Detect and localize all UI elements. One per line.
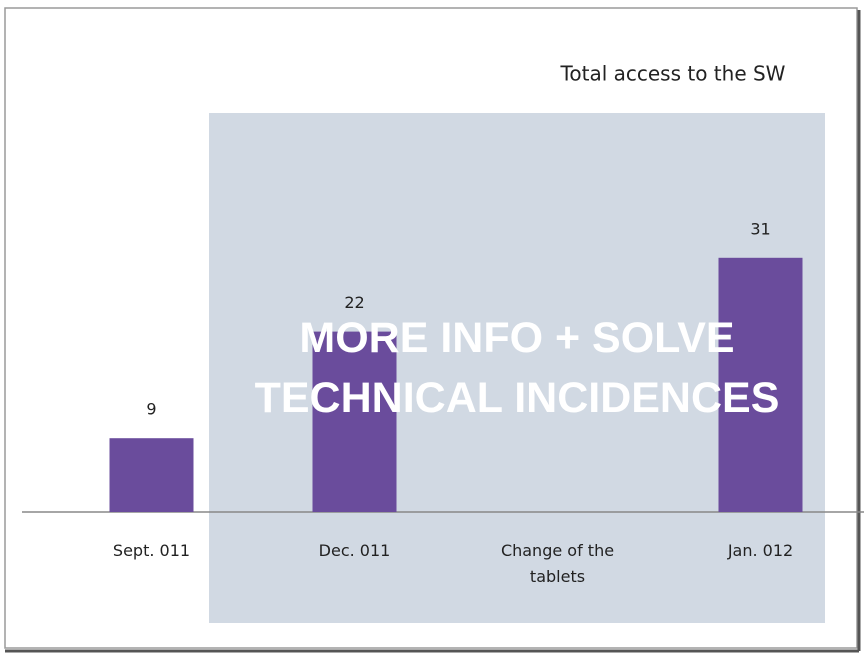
x-tick-label: Sept. 011 [112, 541, 191, 560]
annotation: MORE INFO + SOLVE TECHNICAL INCIDENCES [254, 314, 780, 422]
data-label: 9 [146, 400, 156, 419]
bar [312, 331, 397, 512]
x-tick-label: Jan. 012 [727, 541, 794, 560]
data-label: 31 [750, 219, 770, 238]
data-label: 22 [344, 293, 364, 312]
bar [109, 438, 194, 512]
x-tick-label: Change of the tablets [500, 541, 615, 586]
x-tick-label: Dec. 011 [318, 541, 391, 560]
bar [718, 257, 803, 512]
chart-title: Total access to the SW [560, 62, 786, 86]
